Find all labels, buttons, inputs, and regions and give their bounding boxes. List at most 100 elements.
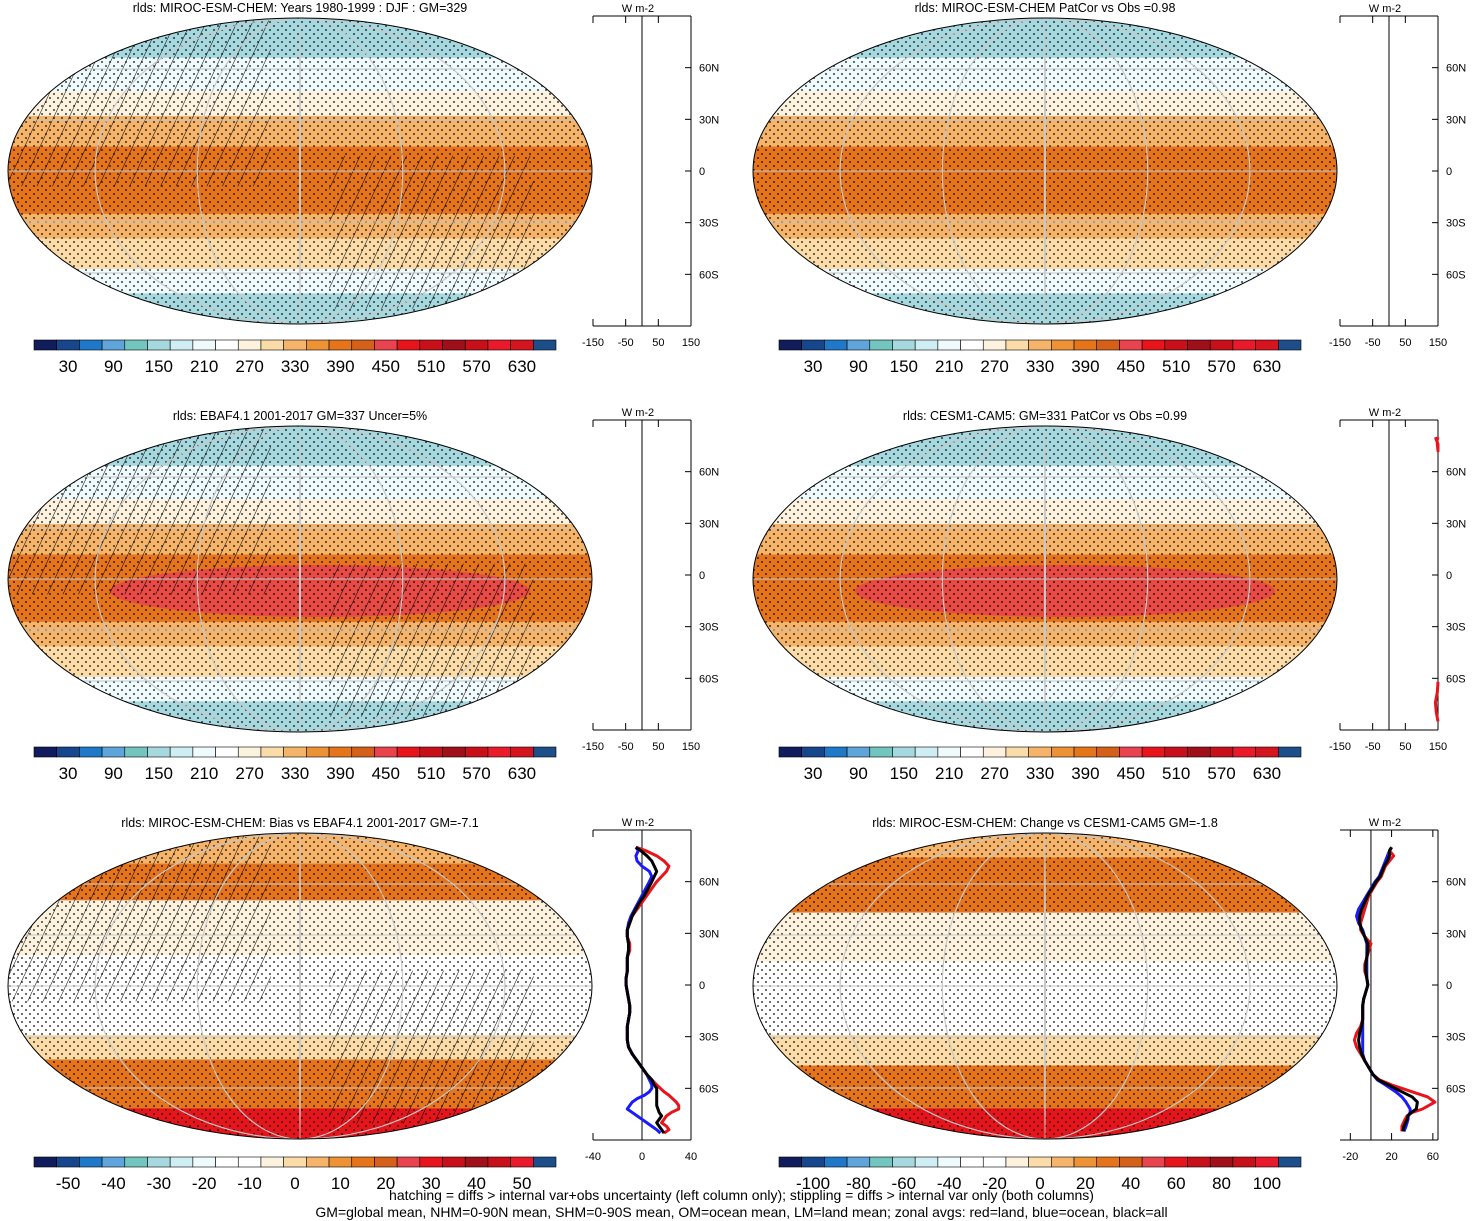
zonal-lat-label: 30N: [699, 114, 719, 126]
hatching: [329, 970, 534, 1124]
colorbar-swatch: [33, 339, 57, 351]
colorbar-swatch: [914, 1156, 939, 1168]
map-outline: [752, 17, 1338, 325]
zonal-xtick-label: 50: [1399, 741, 1411, 753]
map-outline: [7, 17, 593, 325]
graticule-lon: [196, 426, 404, 732]
zonal-lat-label: 60S: [699, 673, 719, 685]
zonal-lat-label: 30S: [1446, 218, 1466, 230]
colorbar-label: 270: [235, 357, 263, 376]
zonal-series-line: [1433, 436, 1440, 453]
colorbar-swatch: [892, 746, 916, 758]
panel-title: rlds: MIROC-ESM-CHEM: Bias vs EBAF4.1 20…: [121, 816, 478, 830]
zonal-lat-label: 30N: [699, 518, 719, 530]
colorbar-swatch: [1005, 746, 1029, 758]
colorbar-swatch: [215, 339, 239, 351]
colorbar-swatch: [192, 1156, 216, 1168]
hatching: [329, 155, 534, 309]
colorbar-label: 210: [190, 764, 218, 783]
colorbar-swatch: [778, 1156, 802, 1168]
colorbar-swatch: [419, 746, 443, 758]
colorbar-swatch: [846, 339, 871, 351]
graticule-lon: [941, 833, 1149, 1139]
colorbar-label: 10: [331, 1174, 350, 1190]
colorbar-label: 510: [1162, 764, 1190, 783]
colorbar-label: 450: [1117, 357, 1145, 376]
colorbar-swatch: [101, 1156, 126, 1168]
colorbar-swatch: [419, 339, 443, 351]
colorbar-swatch: [487, 1156, 511, 1168]
colorbar-label: 450: [1117, 764, 1145, 783]
colorbar-label: 60: [1167, 1174, 1186, 1190]
colorbar-swatch: [283, 1156, 307, 1168]
colorbar-swatch: [892, 1156, 916, 1168]
map-field: [8, 426, 592, 732]
colorbar-swatch: [914, 746, 939, 758]
zonal-xtick-label: 0: [639, 1151, 645, 1163]
colorbar-swatch: [1164, 1156, 1188, 1168]
zonal-lat-label: 60S: [699, 1083, 719, 1095]
colorbar-swatch: [442, 746, 466, 758]
zonal-xtick-label: 60: [1427, 1151, 1439, 1163]
colorbar-swatch: [982, 746, 1007, 758]
colorbar-label: 330: [281, 357, 309, 376]
map-field: [753, 18, 1337, 324]
colorbar-label: -60: [892, 1174, 917, 1190]
colorbar-swatch: [1255, 1156, 1279, 1168]
colorbar-swatch: [237, 1156, 262, 1168]
colorbar-swatch: [56, 1156, 80, 1168]
zonal-lat-label: 60N: [1446, 877, 1466, 889]
colorbar-label: 330: [1026, 764, 1054, 783]
colorbar-label: 330: [281, 764, 309, 783]
colorbar-swatch: [533, 746, 557, 758]
colorbar-swatch: [1119, 339, 1143, 351]
colorbar-swatch: [215, 746, 239, 758]
colorbar-swatch: [510, 1156, 534, 1168]
map-field: [8, 18, 592, 324]
colorbar-label: 20: [1076, 1174, 1095, 1190]
colorbar-swatch: [33, 746, 57, 758]
colorbar-swatch: [1073, 1156, 1098, 1168]
colorbar-swatch: [101, 746, 126, 758]
colorbar-swatch: [1278, 746, 1302, 758]
colorbar-label: 270: [980, 764, 1008, 783]
colorbar-label: 150: [145, 764, 173, 783]
zonal-mean-panel: W m-2 -150 -50 50 150 60N 30N 0 30S 60S: [582, 407, 719, 753]
colorbar-swatch: [1051, 339, 1075, 351]
colorbar-swatch: [351, 746, 375, 758]
zonal-lat-label: 60N: [1446, 467, 1466, 479]
colorbar-swatch: [56, 339, 80, 351]
zonal-xtick-label: -150: [1329, 337, 1351, 349]
graticule-lon: [941, 18, 1149, 324]
colorbar-swatch: [914, 339, 939, 351]
colorbar-swatch: [801, 339, 825, 351]
colorbar-label: 80: [1212, 1174, 1231, 1190]
colorbar-swatch: [169, 339, 194, 351]
colorbar-label: -50: [56, 1174, 81, 1190]
colorbar-swatch: [1073, 746, 1098, 758]
panel-5: rlds: MIROC-ESM-CHEM: Bias vs EBAF4.1 20…: [7, 816, 719, 1190]
zonal-units-label: W m-2: [1369, 817, 1401, 829]
colorbar-swatch: [869, 746, 893, 758]
graticule-lon: [1044, 18, 1046, 324]
colorbar-swatch: [260, 1156, 284, 1168]
colorbar-swatch: [79, 1156, 103, 1168]
zonal-xtick-label: 150: [682, 741, 700, 753]
colorbar-swatch: [1187, 1156, 1211, 1168]
zonal-xtick-label: 40: [685, 1151, 697, 1163]
colorbar-label: 90: [849, 357, 868, 376]
colorbar-label: 90: [104, 764, 123, 783]
colorbar-swatch: [1119, 746, 1143, 758]
panel-1: rlds: MIROC-ESM-CHEM: Years 1980-1999 : …: [7, 1, 719, 376]
graticule-lon: [839, 833, 1251, 1139]
colorbar-label: 20: [376, 1174, 395, 1190]
colorbar-swatch: [960, 1156, 984, 1168]
footer-note-legend: GM=global mean, NHM=0-90N mean, SHM=0-90…: [315, 1204, 1168, 1220]
graticule-lon: [941, 426, 1149, 732]
colorbar-swatch: [937, 746, 961, 758]
colorbar-label: 270: [235, 764, 263, 783]
colorbar-label: 630: [508, 357, 536, 376]
colorbar-swatch: [487, 339, 511, 351]
zonal-lat-label: 0: [1446, 980, 1452, 992]
colorbar-swatch: [101, 339, 126, 351]
